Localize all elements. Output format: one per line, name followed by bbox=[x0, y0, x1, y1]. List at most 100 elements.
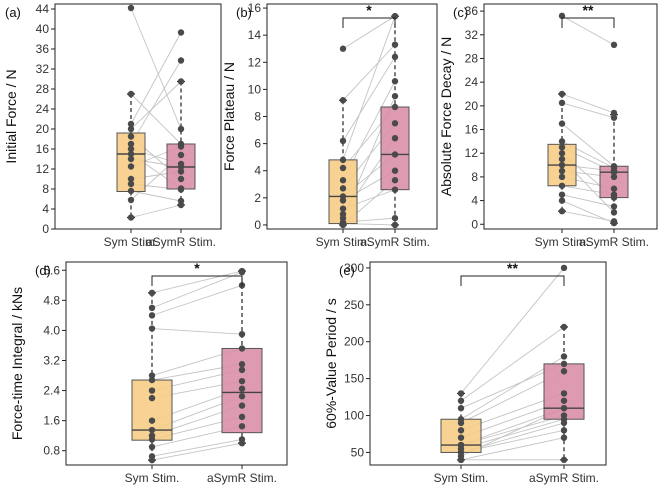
data-point-sym-stim bbox=[339, 164, 347, 172]
y-axis-title: Force Plateau / N bbox=[221, 62, 237, 171]
y-tick-label: 6 bbox=[254, 137, 261, 151]
data-point-sym-stim bbox=[558, 90, 566, 98]
data-point-sym-stim bbox=[558, 150, 566, 157]
data-point-asymr-stim bbox=[238, 345, 246, 352]
data-point-sym-stim bbox=[457, 456, 465, 464]
significance-label: * bbox=[366, 2, 372, 18]
panel-d: 0.8 1.6 2.4 3.2 4.0 4.8 5.6 Sym Stim. aSymR Stim… bbox=[9, 260, 288, 485]
pair-line bbox=[342, 16, 396, 161]
data-point-sym-stim bbox=[127, 90, 135, 98]
pair-line bbox=[460, 326, 565, 402]
data-point-sym-stim bbox=[457, 419, 465, 427]
data-point-asymr-stim bbox=[238, 366, 246, 374]
y-tick-label: 100 bbox=[344, 409, 364, 423]
data-point-sym-stim bbox=[558, 182, 566, 189]
data-point-sym-stim bbox=[558, 144, 566, 151]
data-point-sym-stim bbox=[457, 427, 465, 434]
pair-line bbox=[130, 60, 182, 145]
data-point-asymr-stim bbox=[610, 173, 618, 181]
data-point-sym-stim bbox=[148, 387, 156, 394]
panel-b: 0 2 4 6 8 10 12 14 16 Sym Stim.aSymR Stim. Force P… bbox=[221, 1, 438, 249]
significance-label: ** bbox=[583, 2, 594, 18]
y-tick-label: 16 bbox=[36, 142, 50, 156]
y-tick-label: 4 bbox=[254, 164, 261, 178]
panel-label: (b) bbox=[236, 5, 252, 20]
panel-a: 0 4 8 12 16 20 24 28 32 36 40 44 Sym Stim.aSymR Stim… bbox=[3, 2, 222, 249]
y-tick-label: 16 bbox=[248, 1, 262, 15]
data-point-sym-stim bbox=[148, 394, 156, 402]
data-point-sym-stim bbox=[127, 214, 135, 221]
panel-c: 0 4 8 12 16 20 24 28 32 36 Sym Stim.aSymR Stim. Abs… bbox=[438, 2, 658, 249]
y-tick-label: 40 bbox=[36, 22, 50, 36]
y-tick-label: 24 bbox=[465, 75, 479, 89]
data-point-asymr-stim bbox=[560, 434, 568, 441]
y-tick-label: 20 bbox=[465, 99, 479, 113]
data-point-asymr-stim bbox=[391, 41, 399, 48]
x-tick-label: aSymR Stim. bbox=[360, 235, 430, 249]
data-point-asymr-stim bbox=[391, 120, 399, 127]
data-point-asymr-stim bbox=[610, 41, 618, 49]
data-point-sym-stim bbox=[127, 133, 135, 140]
data-point-asymr-stim bbox=[391, 92, 399, 100]
y-tick-label: 12 bbox=[248, 55, 262, 69]
pair-line bbox=[151, 328, 243, 335]
panel-label: (e) bbox=[339, 263, 355, 278]
pair-line bbox=[130, 32, 182, 125]
data-point-asymr-stim bbox=[177, 175, 185, 183]
pair-line bbox=[130, 190, 182, 202]
y-tick-label: 8 bbox=[42, 182, 49, 196]
y-tick-label: 4 bbox=[42, 202, 49, 216]
data-point-asymr-stim bbox=[177, 57, 185, 64]
data-point-sym-stim bbox=[558, 155, 566, 163]
data-point-asymr-stim bbox=[560, 353, 568, 360]
x-tick-label: aSymR Stim. bbox=[207, 471, 277, 485]
data-point-asymr-stim bbox=[238, 377, 246, 385]
data-point-sym-stim bbox=[558, 191, 566, 198]
x-tick-label: aSymR Stim. bbox=[579, 235, 649, 249]
data-point-asymr-stim bbox=[560, 427, 568, 434]
pair-line bbox=[151, 442, 243, 461]
data-point-sym-stim bbox=[148, 312, 156, 319]
y-tick-label: 8 bbox=[471, 170, 478, 184]
data-point-sym-stim bbox=[558, 167, 566, 175]
data-point-sym-stim bbox=[148, 443, 156, 451]
y-tick-label: 36 bbox=[465, 4, 479, 18]
y-tick-label: 0 bbox=[471, 217, 478, 231]
data-point-asymr-stim bbox=[177, 168, 185, 175]
data-point-asymr-stim bbox=[177, 29, 185, 36]
data-point-sym-stim bbox=[339, 221, 347, 229]
data-point-asymr-stim bbox=[560, 419, 568, 427]
pair-line bbox=[561, 102, 615, 119]
pair-line bbox=[561, 123, 615, 167]
data-point-sym-stim bbox=[127, 180, 135, 188]
y-tick-label: 300 bbox=[344, 261, 364, 275]
data-point-sym-stim bbox=[127, 175, 135, 183]
panel-e: 50 100 150 200 250 300 Sym Stim. aSymR Stim. 60%… bbox=[323, 260, 607, 485]
data-point-asymr-stim bbox=[610, 218, 618, 225]
data-point-asymr-stim bbox=[560, 360, 568, 368]
data-point-sym-stim bbox=[457, 390, 465, 397]
pair-line bbox=[151, 271, 243, 309]
x-tick-label: Sym Stim. bbox=[125, 471, 180, 485]
data-point-asymr-stim bbox=[238, 423, 246, 430]
data-point-sym-stim bbox=[339, 97, 347, 104]
data-point-asymr-stim bbox=[238, 330, 246, 338]
y-tick-label: 14 bbox=[248, 28, 262, 42]
pair-line bbox=[342, 56, 396, 142]
panel-label: (d) bbox=[35, 263, 51, 278]
data-point-sym-stim bbox=[457, 397, 465, 404]
data-point-asymr-stim bbox=[391, 214, 399, 222]
y-tick-label: 3.2 bbox=[43, 353, 60, 367]
y-tick-label: 5.6 bbox=[43, 263, 60, 277]
y-tick-label: 32 bbox=[465, 28, 479, 42]
data-point-sym-stim bbox=[558, 99, 566, 107]
y-tick-label: 8 bbox=[254, 110, 261, 124]
data-point-asymr-stim bbox=[177, 163, 185, 171]
data-point-sym-stim bbox=[558, 161, 566, 169]
pair-line bbox=[151, 438, 243, 457]
pair-line bbox=[460, 437, 565, 461]
data-point-sym-stim bbox=[558, 197, 566, 204]
x-tick-label: Sym Stim. bbox=[434, 471, 489, 485]
data-point-asymr-stim bbox=[560, 264, 568, 272]
